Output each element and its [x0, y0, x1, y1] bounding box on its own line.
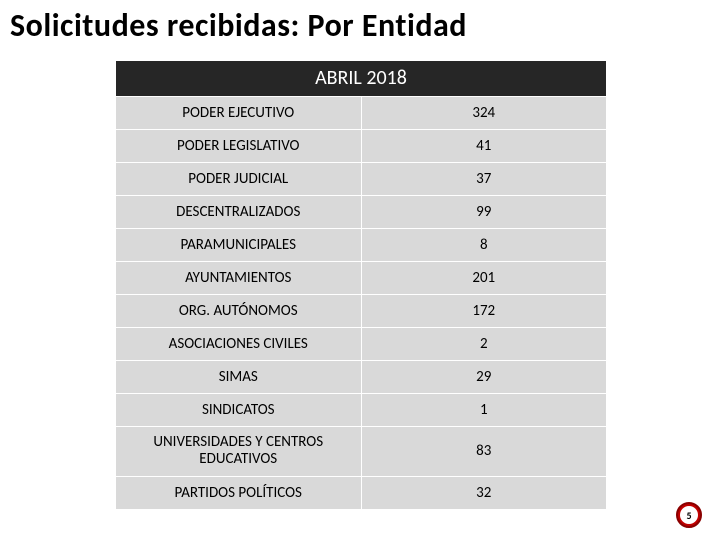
table-row: SINDICATOS 1 — [116, 394, 607, 427]
entity-cell: PARAMUNICIPALES — [116, 229, 362, 262]
table-row: ORG. AUTÓNOMOS 172 — [116, 295, 607, 328]
value-cell: 41 — [361, 130, 607, 163]
value-cell: 201 — [361, 262, 607, 295]
entity-cell: PARTIDOS POLÍTICOS — [116, 476, 362, 509]
value-cell: 172 — [361, 295, 607, 328]
entity-cell: SINDICATOS — [116, 394, 362, 427]
page-number-badge: 5 — [676, 502, 702, 528]
value-cell: 83 — [361, 427, 607, 477]
value-cell: 1 — [361, 394, 607, 427]
entity-cell: DESCENTRALIZADOS — [116, 196, 362, 229]
table-row: SIMAS 29 — [116, 361, 607, 394]
entity-cell: ASOCIACIONES CIVILES — [116, 328, 362, 361]
table-row: UNIVERSIDADES Y CENTROS EDUCATIVOS 83 — [116, 427, 607, 477]
table-row: DESCENTRALIZADOS 99 — [116, 196, 607, 229]
value-cell: 32 — [361, 476, 607, 509]
entity-cell: PODER LEGISLATIVO — [116, 130, 362, 163]
value-cell: 324 — [361, 97, 607, 130]
entity-table: ABRIL 2018 PODER EJECUTIVO 324 PODER LEG… — [115, 60, 607, 510]
entity-cell: AYUNTAMIENTOS — [116, 262, 362, 295]
table-row: PODER LEGISLATIVO 41 — [116, 130, 607, 163]
value-cell: 99 — [361, 196, 607, 229]
entity-cell: PODER EJECUTIVO — [116, 97, 362, 130]
entity-cell: ORG. AUTÓNOMOS — [116, 295, 362, 328]
entity-table-container: ABRIL 2018 PODER EJECUTIVO 324 PODER LEG… — [115, 60, 607, 510]
value-cell: 37 — [361, 163, 607, 196]
value-cell: 29 — [361, 361, 607, 394]
table-row: PODER JUDICIAL 37 — [116, 163, 607, 196]
table-header: ABRIL 2018 — [116, 61, 607, 97]
slide: Solicitudes recibidas: Por Entidad ABRIL… — [0, 0, 720, 540]
table-row: ASOCIACIONES CIVILES 2 — [116, 328, 607, 361]
page-title: Solicitudes recibidas: Por Entidad — [10, 6, 710, 45]
table-row: PARAMUNICIPALES 8 — [116, 229, 607, 262]
page-number: 5 — [680, 506, 698, 524]
entity-cell: SIMAS — [116, 361, 362, 394]
table-row: PARTIDOS POLÍTICOS 32 — [116, 476, 607, 509]
entity-cell: UNIVERSIDADES Y CENTROS EDUCATIVOS — [116, 427, 362, 477]
value-cell: 2 — [361, 328, 607, 361]
table-row: PODER EJECUTIVO 324 — [116, 97, 607, 130]
value-cell: 8 — [361, 229, 607, 262]
table-row: AYUNTAMIENTOS 201 — [116, 262, 607, 295]
entity-cell: PODER JUDICIAL — [116, 163, 362, 196]
